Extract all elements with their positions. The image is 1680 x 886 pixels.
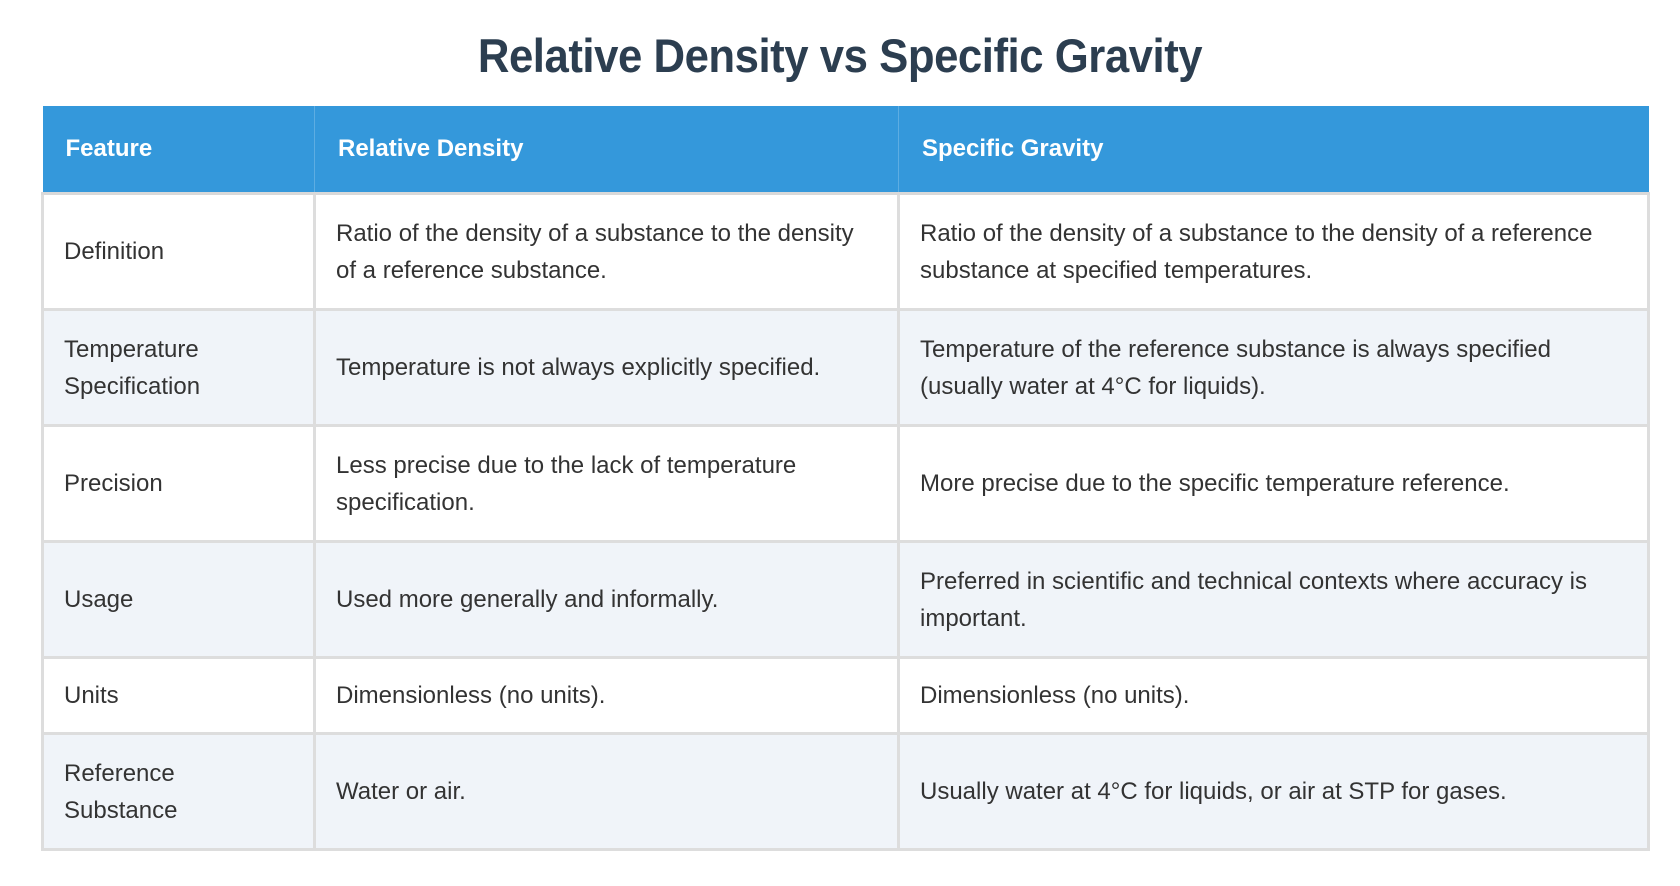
table-row: Definition Ratio of the density of a sub… — [41, 193, 1650, 311]
table-row: Reference Substance Water or air. Usuall… — [41, 733, 1650, 851]
feature-cell: Usage — [41, 541, 316, 659]
feature-cell: Units — [41, 657, 316, 735]
table-row: Precision Less precise due to the lack o… — [41, 425, 1650, 543]
column-header-feature: Feature — [42, 106, 315, 195]
relative-density-cell: Temperature is not always explicitly spe… — [313, 309, 900, 427]
specific-gravity-cell: Dimensionless (no units). — [897, 657, 1650, 735]
feature-cell: Temperature Specification — [41, 309, 316, 427]
table-header-row: Feature Relative Density Specific Gravit… — [42, 106, 1649, 195]
feature-cell: Reference Substance — [41, 733, 316, 851]
relative-density-cell: Dimensionless (no units). — [313, 657, 900, 735]
specific-gravity-cell: Usually water at 4°C for liquids, or air… — [897, 733, 1650, 851]
specific-gravity-cell: Preferred in scientific and technical co… — [897, 541, 1650, 659]
relative-density-cell: Water or air. — [313, 733, 900, 851]
relative-density-cell: Ratio of the density of a substance to t… — [313, 193, 900, 311]
relative-density-cell: Used more generally and informally. — [313, 541, 900, 659]
table-row: Units Dimensionless (no units). Dimensio… — [41, 657, 1650, 735]
column-header-specific-gravity: Specific Gravity — [898, 106, 1649, 195]
comparison-table: Feature Relative Density Specific Gravit… — [41, 106, 1650, 851]
table-row: Temperature Specification Temperature is… — [41, 309, 1650, 427]
table-row: Usage Used more generally and informally… — [41, 541, 1650, 659]
specific-gravity-cell: More precise due to the specific tempera… — [897, 425, 1650, 543]
specific-gravity-cell: Ratio of the density of a substance to t… — [897, 193, 1650, 311]
feature-cell: Definition — [41, 193, 316, 311]
page-title: Relative Density vs Specific Gravity — [477, 29, 1203, 82]
specific-gravity-cell: Temperature of the reference substance i… — [897, 309, 1650, 427]
column-header-relative-density: Relative Density — [314, 106, 899, 195]
relative-density-cell: Less precise due to the lack of temperat… — [313, 425, 900, 543]
feature-cell: Precision — [41, 425, 316, 543]
